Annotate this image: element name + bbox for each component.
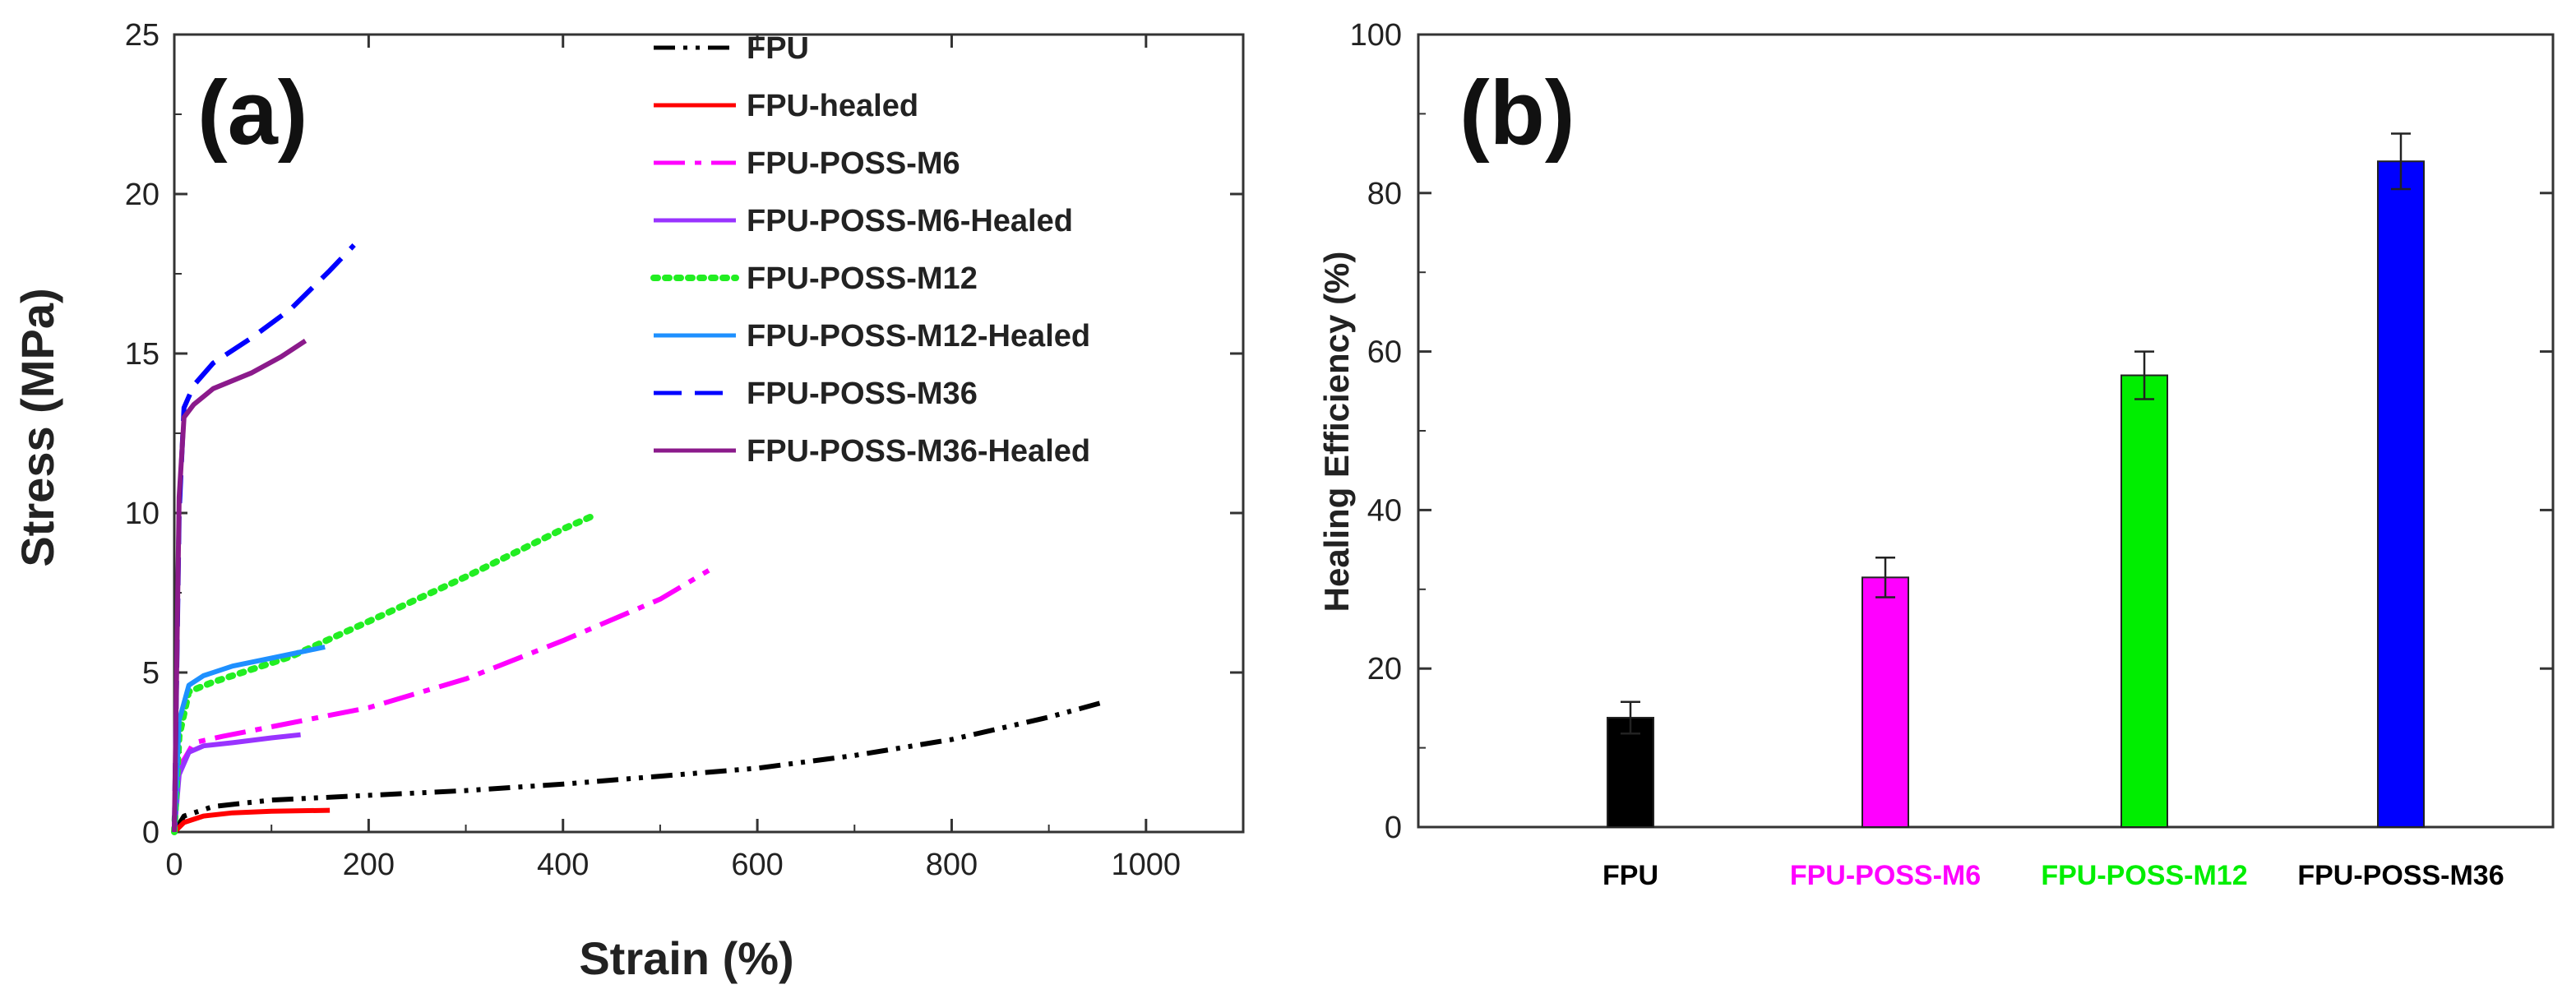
x-axis-title-a: Strain (%) (579, 932, 793, 984)
series-line-fpu-poss-m12 (171, 512, 596, 835)
category-label-fpu-poss-m6: FPU-POSS-M6 (1790, 860, 1981, 891)
healing-efficiency-plot-area: 0 20 40 60 80 100 FPU FPU-POSS-M6 FPU-POSS-M12 FP… (1350, 18, 2555, 891)
legend-label-fpu-poss-m36-healed: FPU-POSS-M36-Healed (747, 434, 1090, 469)
series-line-fpu-healed (172, 807, 331, 834)
panel-b-label: (b) (1459, 62, 1575, 164)
y-tick-label-a: 25 (125, 18, 160, 53)
y-tick-label-b: 80 (1367, 177, 1402, 211)
legend-label-fpu-poss-m36: FPU-POSS-M36 (747, 377, 978, 411)
y-axis-title-a: Stress (MPa) (12, 288, 63, 566)
series-line-fpu-poss-m36-healed (172, 338, 308, 833)
y-tick-label-a: 10 (125, 497, 160, 531)
y-tick-label-b: 0 (1385, 811, 1402, 845)
y-tick-label-b: 60 (1367, 335, 1402, 370)
y-tick-label-b: 20 (1367, 652, 1402, 686)
series-line-fpu-poss-m12-healed (172, 645, 326, 833)
series-line-fpu (172, 699, 1108, 834)
legend-label-fpu-healed: FPU-healed (747, 89, 918, 123)
legend-label-fpu: FPU (747, 31, 809, 66)
bar-fpu-poss-m36 (2377, 160, 2425, 829)
category-label-fpu: FPU (1602, 860, 1658, 891)
category-label-fpu-poss-m12: FPU-POSS-M12 (2041, 860, 2247, 891)
legend-label-fpu-poss-m12: FPU-POSS-M12 (747, 261, 978, 296)
bar-fpu-poss-m12 (2120, 374, 2168, 828)
series-line-fpu-poss-m36 (172, 243, 356, 833)
category-label-fpu-poss-m36: FPU-POSS-M36 (2297, 860, 2504, 891)
legend-label-fpu-poss-m6: FPU-POSS-M6 (747, 146, 960, 181)
stress-strain-plot-area: 0 200 400 600 800 1000 0 5 10 15 20 25 (125, 18, 1245, 882)
healing-efficiency-panel: 0 20 40 60 80 100 FPU FPU-POSS-M6 FPU-POSS-M12 FP… (1317, 18, 2555, 891)
panel-a-label: (a) (197, 62, 308, 164)
bar-fpu-poss-m6 (1861, 576, 1909, 829)
x-tick-label-a: 400 (537, 848, 589, 882)
y-tick-label-a: 5 (142, 656, 160, 691)
stress-strain-panel: 0 200 400 600 800 1000 0 5 10 15 20 25 (a) Strain (… (12, 18, 1245, 984)
y-axis-title-b: Healing Efficiency (%) (1317, 252, 1356, 612)
legend-label-fpu-poss-m6-healed: FPU-POSS-M6-Healed (747, 204, 1073, 238)
y-tick-label-a: 0 (142, 816, 160, 850)
y-tick-label-b: 40 (1367, 493, 1402, 528)
legend: FPU FPU-healed FPU-POSS-M6 FPU-POSS-M6-Heal… (650, 31, 1090, 469)
x-tick-label-a: 600 (731, 848, 783, 882)
y-tick-label-a: 15 (125, 337, 160, 372)
x-tick-label-a: 0 (165, 848, 183, 882)
x-tick-label-a: 1000 (1112, 848, 1182, 882)
y-tick-label-a: 20 (125, 178, 160, 212)
x-tick-label-a: 200 (343, 848, 395, 882)
legend-label-fpu-poss-m12-healed: FPU-POSS-M12-Healed (747, 319, 1090, 354)
y-tick-label-b: 100 (1350, 18, 1402, 53)
bar-fpu (1607, 716, 1654, 829)
x-tick-label-a: 800 (926, 848, 978, 882)
